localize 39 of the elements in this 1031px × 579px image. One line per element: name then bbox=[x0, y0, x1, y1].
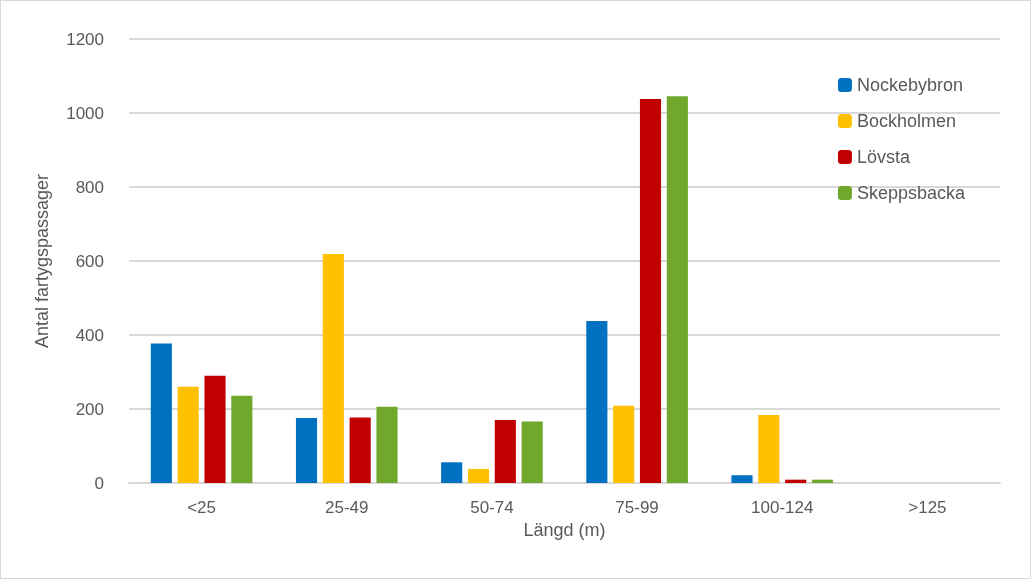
bar bbox=[441, 462, 463, 483]
x-tick-label: 25-49 bbox=[325, 498, 369, 517]
x-tick-label: >125 bbox=[908, 498, 947, 517]
bar bbox=[322, 253, 344, 483]
bar bbox=[666, 96, 688, 483]
x-tick-label: 100-124 bbox=[751, 498, 814, 517]
y-tick-label: 400 bbox=[75, 325, 104, 345]
bar bbox=[639, 98, 662, 483]
bar bbox=[349, 417, 371, 483]
x-tick-label: 50-74 bbox=[470, 498, 514, 517]
bar bbox=[295, 417, 318, 483]
bar bbox=[758, 414, 780, 483]
legend-label: Skeppsbacka bbox=[856, 183, 966, 203]
bar bbox=[785, 479, 807, 483]
bar bbox=[376, 406, 398, 483]
legend-label: Lövsta bbox=[856, 147, 911, 167]
bar bbox=[150, 343, 172, 483]
bar bbox=[613, 405, 635, 483]
y-tick-label: 600 bbox=[75, 251, 104, 271]
bar bbox=[811, 479, 834, 483]
bar bbox=[521, 421, 543, 483]
x-tick-label: <25 bbox=[187, 498, 217, 517]
y-tick-label: 0 bbox=[94, 473, 104, 493]
x-tick-label: 75-99 bbox=[615, 498, 659, 517]
y-axis-title: Antal fartygspassager bbox=[32, 173, 52, 349]
legend-label: Nockebybron bbox=[856, 75, 963, 95]
y-tick-label: 200 bbox=[75, 399, 104, 419]
bar bbox=[204, 375, 226, 483]
y-tick-label: 800 bbox=[75, 177, 104, 197]
bar bbox=[467, 468, 490, 483]
x-axis-title: Längd (m) bbox=[523, 520, 606, 540]
bar bbox=[494, 420, 516, 483]
y-tick-label: 1000 bbox=[66, 103, 104, 123]
bar bbox=[231, 395, 253, 483]
legend-label: Bockholmen bbox=[856, 111, 956, 131]
bar bbox=[731, 475, 753, 483]
y-tick-label: 1200 bbox=[66, 29, 104, 49]
bar bbox=[586, 320, 608, 483]
bar bbox=[177, 386, 199, 483]
